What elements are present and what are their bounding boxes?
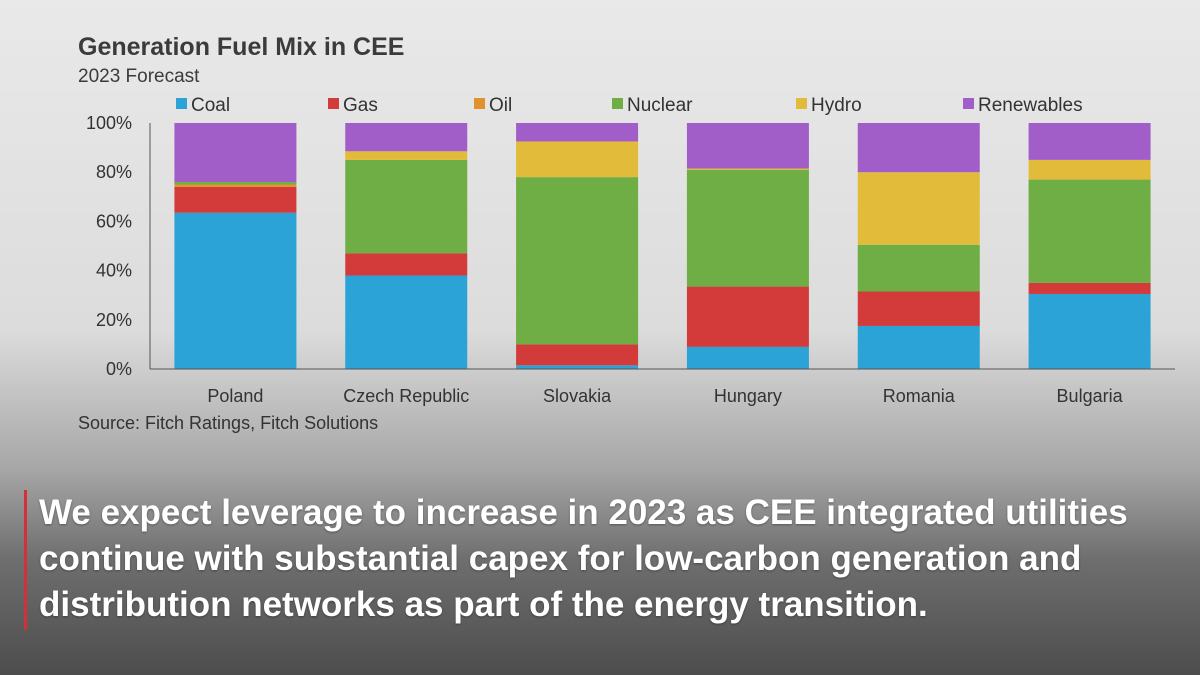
bar-hydro-bulgaria bbox=[1028, 159, 1151, 180]
bar-gas-czech-republic bbox=[345, 253, 468, 276]
bar-oil-poland bbox=[174, 184, 297, 187]
x-axis: Poland Czech Republic Slovakia Hungary Roman… bbox=[207, 386, 1123, 406]
legend-swatch-coal bbox=[176, 98, 187, 109]
legend-label-nuclear: Nuclear bbox=[627, 95, 693, 116]
y-tick-label: 80% bbox=[96, 162, 132, 182]
plot-area bbox=[150, 123, 1175, 370]
fuel-mix-chart: Generation Fuel Mix in CEE 2023 Forecast… bbox=[78, 33, 1175, 433]
bar-nuclear-slovakia bbox=[516, 177, 639, 345]
legend-label-gas: Gas bbox=[343, 95, 378, 116]
bar-gas-romania bbox=[857, 291, 980, 326]
y-tick-label: 40% bbox=[96, 261, 132, 281]
caption-text: We expect leverage to increase in 2023 a… bbox=[39, 493, 1128, 624]
bar-hydro-romania bbox=[857, 172, 980, 245]
bar-nuclear-czech-republic bbox=[345, 159, 468, 254]
chart-source: Source: Fitch Ratings, Fitch Solutions bbox=[78, 413, 378, 433]
legend-label-hydro: Hydro bbox=[811, 95, 862, 116]
bar-renewables-czech-republic bbox=[345, 123, 468, 152]
bar-hydro-slovakia bbox=[516, 141, 639, 178]
bar-coal-romania bbox=[857, 325, 980, 369]
chart-title: Generation Fuel Mix in CEE bbox=[78, 33, 404, 61]
y-tick-label: 100% bbox=[86, 113, 132, 133]
legend: Coal Gas Oil Nuclear Hydro Renewables bbox=[176, 95, 1083, 116]
legend-swatch-oil bbox=[474, 98, 485, 109]
bar-gas-poland bbox=[174, 186, 297, 213]
bar-nuclear-poland bbox=[174, 182, 297, 185]
x-category-label: Romania bbox=[883, 386, 956, 406]
bar-renewables-romania bbox=[857, 123, 980, 173]
bar-coal-czech-republic bbox=[345, 275, 468, 369]
bar-hydro-czech-republic bbox=[345, 151, 468, 160]
x-category-label: Poland bbox=[207, 386, 263, 406]
legend-swatch-hydro bbox=[796, 98, 807, 109]
bar-gas-hungary bbox=[686, 286, 809, 347]
legend-label-oil: Oil bbox=[489, 95, 512, 116]
bar-hydro-hungary bbox=[686, 168, 809, 170]
x-category-label: Czech Republic bbox=[343, 386, 469, 406]
caption-box: We expect leverage to increase in 2023 a… bbox=[24, 490, 1174, 630]
bar-gas-slovakia bbox=[516, 344, 639, 366]
bar-nuclear-bulgaria bbox=[1028, 179, 1151, 283]
chart-subtitle: 2023 Forecast bbox=[78, 66, 200, 87]
legend-swatch-renewables bbox=[963, 98, 974, 109]
y-tick-label: 20% bbox=[96, 310, 132, 330]
bar-renewables-slovakia bbox=[516, 123, 639, 142]
y-tick-label: 60% bbox=[96, 211, 132, 231]
x-category-label: Bulgaria bbox=[1057, 386, 1124, 406]
bar-coal-slovakia bbox=[516, 365, 639, 369]
y-tick-label: 0% bbox=[106, 359, 132, 379]
bar-renewables-bulgaria bbox=[1028, 123, 1151, 160]
bar-nuclear-hungary bbox=[686, 169, 809, 287]
bar-coal-poland bbox=[174, 212, 297, 369]
legend-label-renewables: Renewables bbox=[978, 95, 1083, 116]
legend-swatch-nuclear bbox=[612, 98, 623, 109]
bar-renewables-hungary bbox=[686, 123, 809, 169]
x-category-label: Hungary bbox=[714, 386, 782, 406]
y-axis: 0% 20% 40% 60% 80% 100% bbox=[86, 113, 151, 379]
x-category-label: Slovakia bbox=[543, 386, 612, 406]
bar-coal-hungary bbox=[686, 346, 809, 369]
legend-label-coal: Coal bbox=[191, 95, 230, 116]
bar-renewables-poland bbox=[174, 123, 297, 183]
bar-nuclear-romania bbox=[857, 244, 980, 292]
bar-gas-bulgaria bbox=[1028, 282, 1151, 294]
bar-coal-bulgaria bbox=[1028, 293, 1151, 369]
legend-swatch-gas bbox=[328, 98, 339, 109]
